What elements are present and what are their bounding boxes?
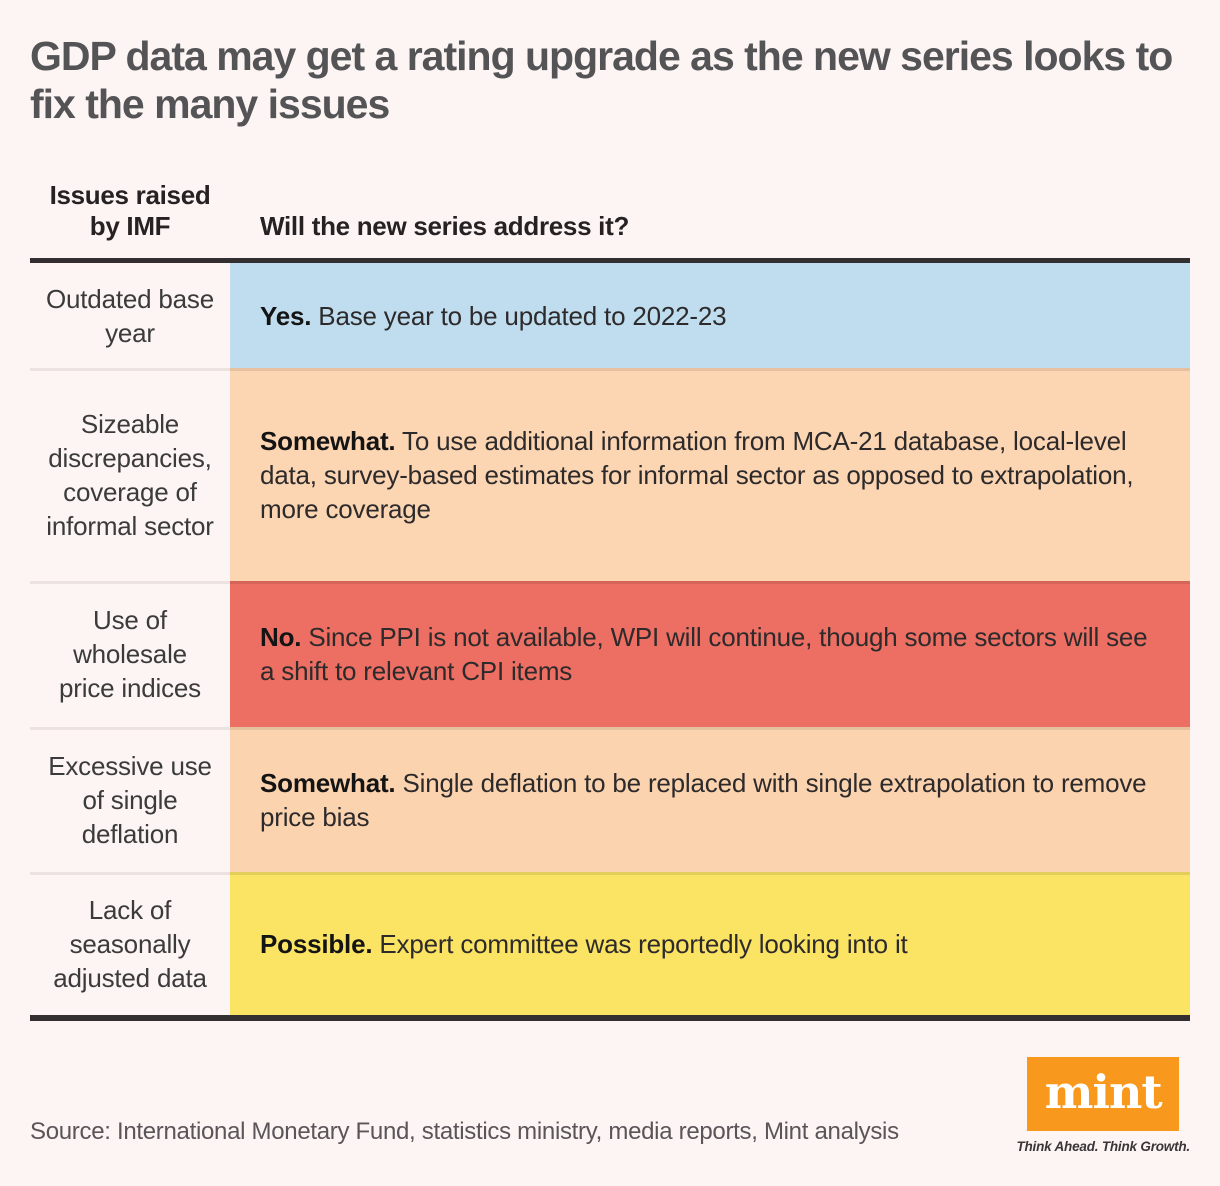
verdict-label: Somewhat. bbox=[260, 425, 396, 456]
table-header-row: Issues raised by IMF Will the new series… bbox=[30, 180, 1190, 242]
source-note: Source: International Monetary Fund, sta… bbox=[30, 1118, 899, 1145]
issue-cell: Outdated base year bbox=[30, 263, 230, 368]
issue-cell: Lack of seasonally adjusted data bbox=[30, 872, 230, 1015]
verdict-label: Somewhat. bbox=[260, 767, 396, 798]
answer-text: Somewhat. Single deflation to be replace… bbox=[260, 766, 1150, 834]
footer: Source: International Monetary Fund, sta… bbox=[30, 1057, 1190, 1168]
answer-text: Possible. Expert committee was reportedl… bbox=[260, 927, 908, 961]
issues-table: Outdated base year Yes. Base year to be … bbox=[30, 258, 1190, 1021]
table-row: Use of wholesale price indices No. Since… bbox=[30, 581, 1190, 727]
answer-cell: Somewhat. Single deflation to be replace… bbox=[230, 727, 1190, 872]
table-row: Outdated base year Yes. Base year to be … bbox=[30, 263, 1190, 368]
answer-cell: No. Since PPI is not available, WPI will… bbox=[230, 581, 1190, 727]
table-row: Lack of seasonally adjusted data Possibl… bbox=[30, 872, 1190, 1015]
mint-logo: mint bbox=[1027, 1057, 1180, 1131]
issue-cell: Use of wholesale price indices bbox=[30, 581, 230, 727]
detail-text: Expert committee was reportedly looking … bbox=[379, 928, 908, 959]
detail-text: Base year to be updated to 2022-23 bbox=[318, 300, 727, 331]
column-header-issues: Issues raised by IMF bbox=[49, 180, 211, 241]
issue-label: Outdated base year bbox=[46, 283, 214, 348]
answer-text: Somewhat. To use additional information … bbox=[260, 424, 1150, 526]
answer-cell: Possible. Expert committee was reportedl… bbox=[230, 872, 1190, 1015]
mint-logo-wordmark: mint bbox=[1044, 1065, 1163, 1119]
answer-text: Yes. Base year to be updated to 2022-23 bbox=[260, 299, 727, 333]
table-row: Excessive use of single deflation Somewh… bbox=[30, 727, 1190, 872]
table-row: Sizeable discrepancies, coverage of info… bbox=[30, 368, 1190, 581]
mint-tagline: Think Ahead. Think Growth. bbox=[1016, 1139, 1190, 1154]
answer-cell: Somewhat. To use additional information … bbox=[230, 368, 1190, 581]
answer-text: No. Since PPI is not available, WPI will… bbox=[260, 620, 1150, 688]
mint-logo-block: mint Think Ahead. Think Growth. bbox=[1016, 1057, 1190, 1168]
issue-cell: Sizeable discrepancies, coverage of info… bbox=[30, 368, 230, 581]
detail-text: To use additional information from MCA-2… bbox=[260, 425, 1134, 524]
page-title: GDP data may get a rating upgrade as the… bbox=[30, 33, 1173, 127]
detail-text: Single deflation to be replaced with sin… bbox=[260, 767, 1147, 832]
column-header-answer: Will the new series address it? bbox=[260, 211, 630, 241]
verdict-label: No. bbox=[260, 622, 302, 652]
issue-cell: Excessive use of single deflation bbox=[30, 727, 230, 872]
issue-label: Use of wholesale price indices bbox=[59, 605, 201, 703]
answer-cell: Yes. Base year to be updated to 2022-23 bbox=[230, 263, 1190, 368]
verdict-label: Possible. bbox=[260, 928, 373, 959]
issue-label: Lack of seasonally adjusted data bbox=[53, 894, 207, 993]
detail-text: Since PPI is not available, WPI will con… bbox=[260, 622, 1148, 686]
issue-label: Excessive use of single deflation bbox=[48, 750, 212, 849]
issue-label: Sizeable discrepancies, coverage of info… bbox=[46, 408, 214, 541]
verdict-label: Yes. bbox=[260, 300, 312, 331]
